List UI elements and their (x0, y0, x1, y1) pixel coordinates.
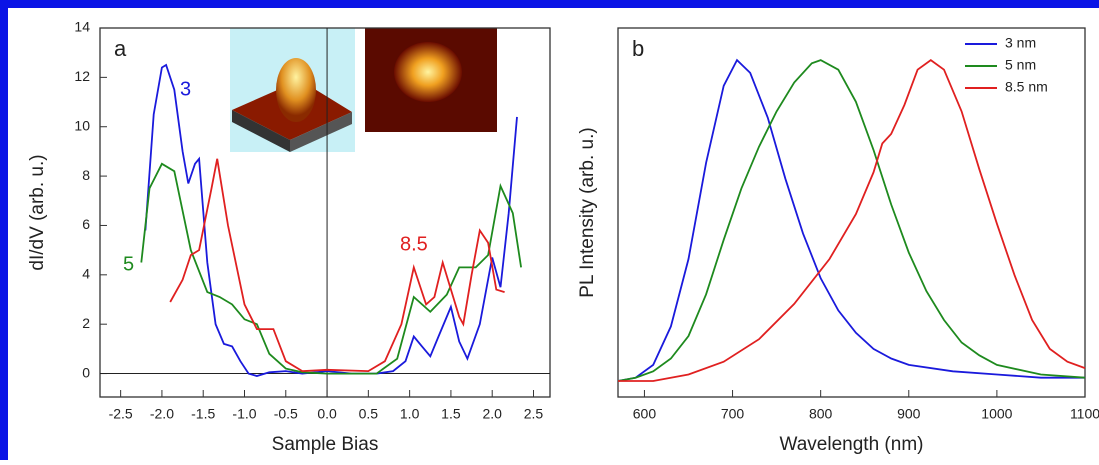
y-axis-title: dI/dV (arb. u.) (27, 154, 48, 270)
x-tick-label: 600 (633, 406, 657, 422)
y-axis-title: PL Intensity (arb. u.) (577, 127, 598, 297)
series-line (618, 60, 1085, 381)
legend-label: 8.5 nm (1005, 79, 1048, 95)
series-line (141, 164, 521, 374)
x-tick-label: 700 (721, 406, 745, 422)
y-tick-label: 10 (74, 117, 90, 133)
y-tick-label: 12 (74, 68, 90, 84)
x-tick-label: 2.0 (482, 406, 502, 422)
x-tick-label: 1.0 (400, 406, 420, 422)
x-tick-label: 0.0 (317, 406, 337, 422)
legend-label: 3 nm (1005, 35, 1036, 51)
frame-left (0, 0, 8, 460)
figure: -2.5 -2.0 -1.5 -1.0 -0.5 0.0 0.5 1.0 1.5 2.0 2.5 0 2… (0, 0, 1099, 460)
x-axis-title: Wavelength (nm) (780, 434, 924, 455)
legend-label: 5 nm (1005, 57, 1036, 73)
y-tick-label: 4 (82, 266, 90, 282)
series-label: 8.5 (400, 233, 428, 255)
series-label: 5 (123, 253, 134, 275)
y-tick-label: 2 (82, 315, 90, 331)
x-tick-label: -1.0 (232, 406, 256, 422)
x-tick-label: 2.5 (524, 406, 544, 422)
inset-image (365, 28, 497, 132)
x-tick-label: 900 (897, 406, 921, 422)
y-tick-label: 0 (82, 364, 90, 380)
frame-top (0, 0, 1099, 8)
series-label: 3 (180, 78, 191, 100)
series-line (170, 159, 504, 371)
x-tick-label: -2.5 (109, 406, 133, 422)
x-tick-label: 800 (809, 406, 833, 422)
x-tick-label: -2.0 (150, 406, 174, 422)
inset-3d (230, 28, 355, 152)
y-tick-label: 8 (82, 167, 90, 183)
y-tick-label: 6 (82, 216, 90, 232)
x-tick-label: -0.5 (274, 406, 298, 422)
panel-label: b (632, 36, 644, 61)
panel-label: a (114, 36, 127, 61)
x-tick-label: -1.5 (191, 406, 215, 422)
x-tick-label: 1.5 (441, 406, 461, 422)
y-tick-label: 14 (74, 19, 90, 35)
x-tick-label: 1100 (1070, 406, 1099, 422)
x-tick-label: 1000 (981, 406, 1012, 422)
x-tick-label: 0.5 (359, 406, 379, 422)
x-axis-title: Sample Bias (272, 434, 379, 455)
